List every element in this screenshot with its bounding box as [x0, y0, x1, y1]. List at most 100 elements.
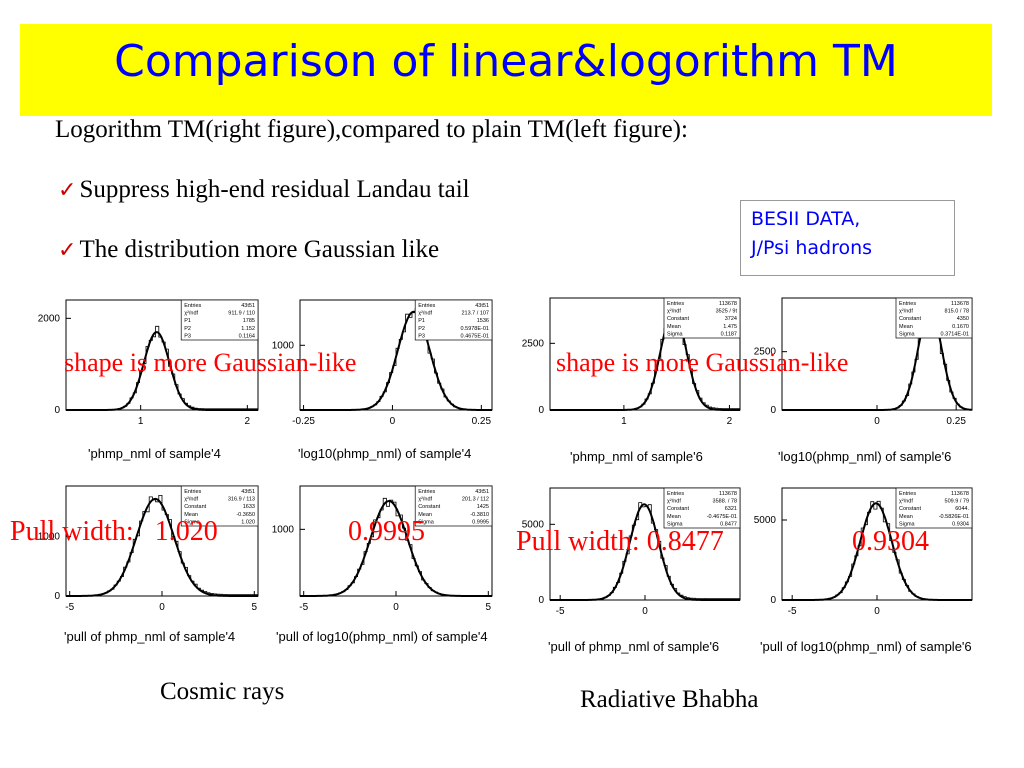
stats-value: 0.4675E-01 — [461, 333, 489, 339]
x-tick-label: -0.25 — [292, 416, 315, 427]
y-tick-label: 0 — [54, 405, 60, 416]
caption-plot-6: 'pull of log10(phmp_nml) of sample'4 — [276, 629, 488, 644]
fit-curve — [66, 497, 258, 597]
intro-text: Logorithm TM(right figure),compared to p… — [55, 116, 688, 143]
stats-label: Constant — [899, 506, 921, 512]
y-tick-label: 2500 — [754, 347, 777, 358]
stats-label: Entries — [184, 303, 201, 309]
x-tick-label: 0 — [642, 606, 648, 617]
bullet-2: ✓ The distribution more Gaussian like — [58, 236, 439, 264]
caption-plot-5: 'pull of phmp_nml of sample'4 — [64, 629, 236, 644]
stats-value: 3724 — [725, 316, 737, 322]
overlay-pull-right-log: 0.9304 — [852, 526, 929, 557]
stats-label: Constant — [667, 506, 689, 512]
stats-value: 3588. / 78 — [713, 499, 737, 505]
stats-label: P1 — [418, 318, 425, 324]
y-tick-label: 1000 — [38, 532, 61, 543]
stats-box — [414, 299, 493, 341]
stats-label: χ²/ndf — [184, 497, 198, 503]
stats-value: 201.3 / 112 — [462, 497, 489, 503]
stats-label: Entries — [899, 491, 916, 497]
histogram-svg: -0.25 0 0.25 1000 Entries 43t51 χ²/ndf 213.7 / … — [272, 299, 493, 427]
stats-label: χ²/ndf — [899, 309, 913, 315]
stats-value: 1.152 — [241, 326, 255, 332]
stats-value: 113678 — [951, 301, 969, 307]
y-tick-label: 5000 — [522, 519, 545, 530]
stats-value: 0.3714E-01 — [941, 331, 969, 337]
y-tick-label: 0 — [538, 595, 544, 606]
stats-value: 43t51 — [241, 303, 255, 309]
plot-cosmic-linear: 1 2 0 2000 Entries 43t51 χ²/ndf 911.9 / 110 P1 17… — [38, 299, 259, 427]
histogram-svg: 0 0.25 0 2500 Entries 113678 χ²/ndf 815.0 / 78 C… — [754, 297, 973, 427]
x-tick-label: 0.25 — [472, 416, 492, 427]
stats-label: Mean — [899, 514, 913, 520]
data-box-line2: J/Psi hadrons — [751, 237, 873, 259]
fit-curve — [782, 502, 972, 601]
title-bar: Comparison of linear&logorithm TM — [20, 24, 992, 116]
x-tick-label: 2 — [245, 416, 251, 427]
stats-label: Mean — [667, 514, 681, 520]
histogram-svg: -5 0 5 1000 Entries 43t51 χ²/ndf 201.3 / 112 Con… — [272, 485, 493, 613]
x-tick-label: 0.25 — [946, 416, 966, 427]
stats-label: Constant — [899, 316, 921, 322]
overlay-pull-right: Pull width: 0.8477 — [516, 526, 724, 557]
stats-label: Entries — [418, 489, 435, 495]
plot-cosmic-pull-log: -5 0 5 1000 Entries 43t51 χ²/ndf 201.3 / 112 Con… — [272, 485, 493, 613]
stats-label: P3 — [184, 333, 191, 339]
fit-curve — [66, 331, 258, 411]
y-tick-label: 2500 — [522, 338, 545, 349]
stats-value: 911.9 / 110 — [228, 311, 255, 317]
footer-radiative-bhabha: Radiative Bhabha — [580, 686, 759, 713]
stats-value: -0.5826E-01 — [939, 514, 969, 520]
stats-value: 1536 — [477, 318, 489, 324]
stats-value: 113678 — [951, 491, 969, 497]
histogram-svg: 1 2 0 2500 Entries 113678 χ²/ndf 3525 / 9t Const… — [522, 297, 741, 427]
stats-box — [663, 487, 741, 529]
stats-label: Entries — [418, 303, 435, 309]
y-tick-label: 0 — [54, 591, 60, 602]
stats-value: 0.9995 — [472, 519, 489, 525]
caption-plot-8: 'pull of log10(phmp_nml) of sample'6 — [760, 639, 972, 654]
histogram-svg: 1 2 0 2000 Entries 43t51 χ²/ndf 911.9 / 110 P1 17… — [38, 299, 259, 427]
stats-label: P3 — [418, 333, 425, 339]
stats-box — [180, 299, 259, 341]
y-tick-label: 0 — [770, 405, 776, 416]
plot-cosmic-pull-linear: -5 0 5 0 1000 Entries 43t51 χ²/ndf 316.9 / 113 Co… — [38, 485, 259, 613]
stats-label: Mean — [667, 324, 681, 330]
y-tick-label: 5000 — [754, 515, 777, 526]
x-tick-label: 5 — [486, 602, 492, 613]
checkmark-icon: ✓ — [58, 178, 77, 203]
x-tick-label: 0 — [393, 602, 399, 613]
y-tick-label: 1000 — [272, 524, 295, 535]
stats-value: -0.4675E-01 — [707, 514, 737, 520]
stats-box — [663, 297, 741, 339]
stats-label: Sigma — [899, 331, 916, 337]
stats-label: Mean — [184, 512, 198, 518]
stats-value: 43t51 — [475, 489, 489, 495]
checkmark-icon: ✓ — [58, 238, 77, 263]
fit-curve — [550, 503, 740, 601]
bullet-1-text: Suppress high-end residual Landau tail — [79, 176, 470, 203]
stats-value: 1.475 — [723, 324, 737, 330]
stats-label: χ²/ndf — [667, 499, 681, 505]
stats-value: 0.1164 — [239, 333, 255, 339]
histogram-svg: -5 0 5 0 1000 Entries 43t51 χ²/ndf 316.9 / 113 Co… — [38, 485, 259, 613]
plot-bhabha-pull-log: -5 0 0 5000 Entries 113678 χ²/ndf 509.9 / 79 Con… — [754, 487, 973, 617]
stats-label: Sigma — [418, 519, 435, 525]
x-tick-label: 5 — [252, 602, 258, 613]
y-tick-label: 0 — [770, 595, 776, 606]
caption-plot-2: 'log10(phmp_nml) of sample'4 — [298, 446, 472, 461]
stats-value: 1633 — [243, 504, 255, 510]
stats-value: 316.9 / 113 — [228, 497, 255, 503]
stats-value: 1785 — [243, 318, 255, 324]
stats-value: 213.7 / 107 — [461, 311, 489, 317]
stats-value: -0.3810 — [470, 512, 489, 518]
histogram-svg: -5 0 0 5000 Entries 113678 χ²/ndf 3588. / 78 Con… — [522, 487, 741, 617]
x-tick-label: -5 — [556, 606, 565, 617]
plot-cosmic-log: -0.25 0 0.25 1000 Entries 43t51 χ²/ndf 213.7 / … — [272, 299, 493, 427]
plot-bhabha-log: 0 0.25 0 2500 Entries 113678 χ²/ndf 815.0 / 78 C… — [754, 297, 973, 427]
overlay-shape-left: shape is more Gaussian-like — [64, 348, 357, 377]
stats-value: 0.8477 — [720, 521, 737, 527]
stats-value: 6321 — [725, 506, 737, 512]
stats-value: 1425 — [477, 504, 489, 510]
